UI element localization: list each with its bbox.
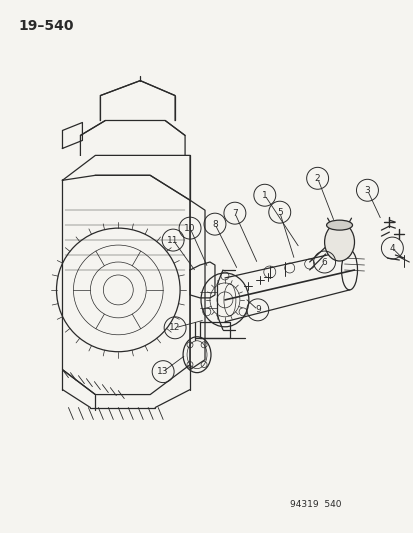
Text: 8: 8 — [211, 220, 217, 229]
Text: 11: 11 — [167, 236, 178, 245]
Text: 13: 13 — [157, 367, 169, 376]
Ellipse shape — [326, 220, 351, 230]
Text: 12: 12 — [169, 324, 180, 332]
Text: 5: 5 — [276, 208, 282, 217]
Text: 3: 3 — [364, 186, 370, 195]
Text: 6: 6 — [321, 257, 327, 266]
Text: 1: 1 — [261, 191, 267, 200]
Text: 94319  540: 94319 540 — [289, 500, 340, 509]
Text: 9: 9 — [254, 305, 260, 314]
Text: 10: 10 — [184, 224, 195, 232]
Text: 4: 4 — [389, 244, 394, 253]
Ellipse shape — [324, 223, 354, 261]
Text: 7: 7 — [231, 209, 237, 217]
Text: 2: 2 — [314, 174, 320, 183]
Text: 19–540: 19–540 — [19, 19, 74, 33]
